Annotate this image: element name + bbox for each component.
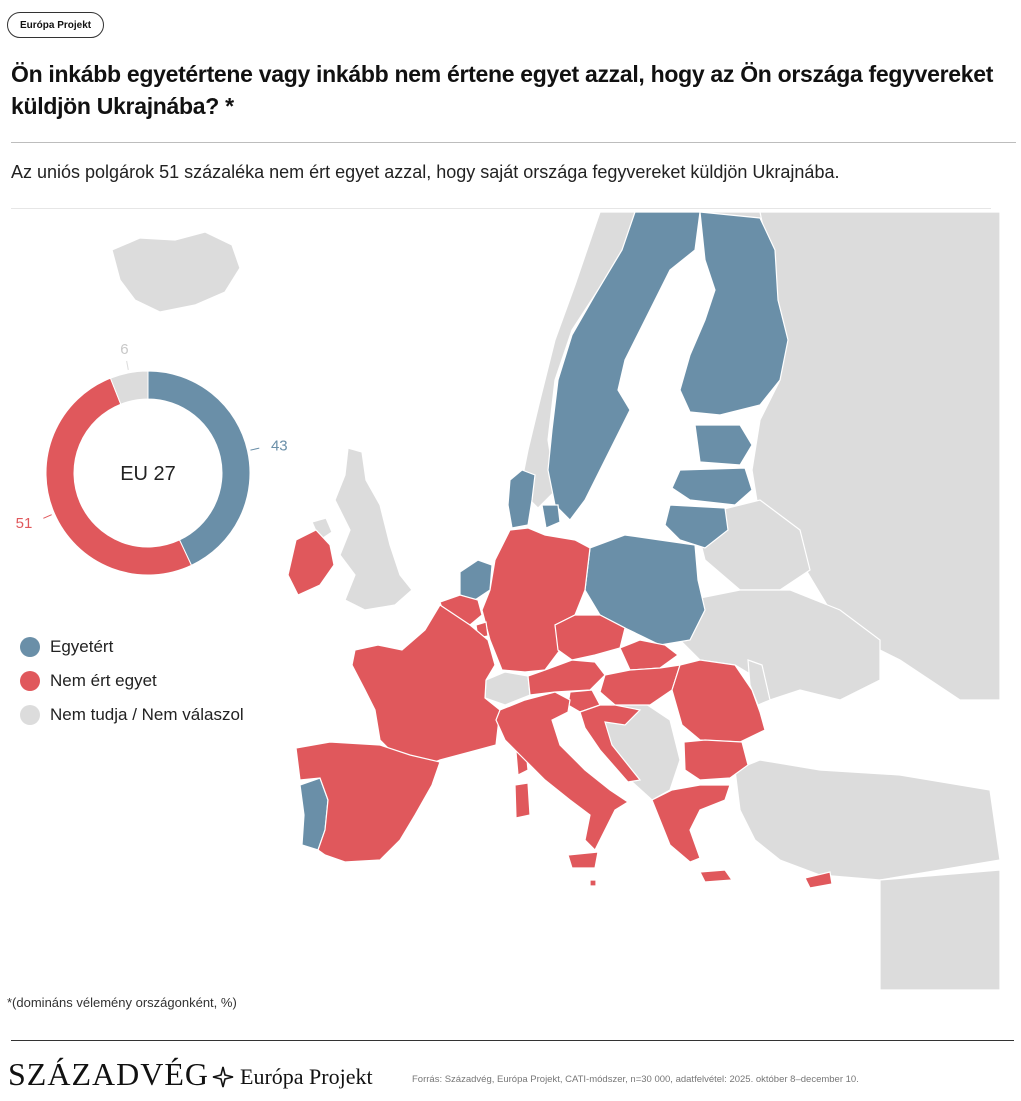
country-cyprus (804, 871, 833, 889)
donut-segment-agree (147, 370, 251, 566)
country-croatia (579, 704, 642, 783)
subtitle: Az uniós polgárok 51 százaléka nem ért e… (11, 162, 840, 182)
footer-divider (11, 1040, 1014, 1041)
page-title: Ön inkább egyetértene vagy inkább nem ér… (11, 61, 994, 119)
eu27-donut-chart: EU 27 43 51 6 (16, 341, 288, 576)
donut-leader-agree (250, 447, 260, 451)
non-eu-land (111, 211, 1001, 990)
legend: Egyetért Nem ért egyet Nem tudja / Nem v… (20, 630, 244, 732)
europa-projekt-text: Európa Projekt (240, 1064, 373, 1089)
category-tag: Európa Projekt (7, 12, 105, 38)
title-divider (11, 142, 1016, 143)
europa-projekt-logo: Európa Projekt (212, 1064, 373, 1090)
country-finland (679, 211, 789, 416)
donut-segment-disagree (45, 377, 193, 576)
donut-value-disagree: 51 (16, 515, 33, 532)
country-middle-east (879, 869, 1001, 990)
country-slovakia (619, 639, 680, 671)
donut-leader-unknown (126, 360, 129, 370)
country-italy-sardinia (514, 782, 531, 819)
country-spain (295, 741, 441, 863)
country-denmark (507, 469, 536, 529)
unknown-swatch (20, 705, 40, 725)
legend-label-agree: Egyetért (50, 637, 114, 656)
legend-label-disagree: Nem ért egyet (50, 671, 157, 690)
donut-center-label: EU 27 (120, 463, 176, 485)
country-greece (651, 784, 731, 863)
disagree-swatch (20, 671, 40, 691)
legend-item-unknown: Nem tudja / Nem válaszol (20, 698, 244, 732)
szazadveg-logo: SZÁZADVÉG (8, 1056, 209, 1092)
europe-map (111, 211, 1001, 990)
country-romania (671, 659, 766, 743)
country-switzerland (484, 671, 531, 706)
donut-value-unknown: 6 (120, 341, 128, 358)
country-poland (584, 534, 706, 646)
country-hungary (599, 664, 681, 706)
legend-item-disagree: Nem ért egyet (20, 664, 244, 698)
country-denmark-islands (541, 504, 561, 529)
disagree-countries (287, 527, 833, 889)
country-sweden (547, 211, 701, 521)
legend-label-unknown: Nem tudja / Nem válaszol (50, 705, 244, 724)
country-italy-sicily (567, 851, 599, 869)
country-great-britain (334, 447, 413, 611)
agree-countries (299, 211, 789, 851)
source-note: Forrás: Századvég, Európa Projekt, CATI-… (412, 1074, 859, 1085)
country-estonia (694, 424, 753, 466)
footnote: *(domináns vélemény országonként, %) (7, 995, 237, 1010)
subtitle-divider (11, 208, 991, 209)
country-italy (495, 691, 630, 852)
country-iceland (111, 231, 241, 313)
country-ireland (287, 529, 335, 596)
country-netherlands (459, 559, 493, 601)
donut-leader-disagree (43, 514, 52, 519)
country-greece-crete (699, 869, 734, 883)
country-turkey (734, 759, 1001, 881)
country-lithuania (664, 504, 729, 549)
donut-value-agree: 43 (271, 438, 288, 455)
donut-segment-unknown (109, 370, 149, 405)
country-malta (589, 879, 597, 887)
country-latvia (671, 467, 753, 506)
agree-swatch (20, 637, 40, 657)
legend-item-agree: Egyetért (20, 630, 244, 664)
country-bulgaria (683, 739, 749, 781)
star-outline-icon (212, 1066, 234, 1088)
